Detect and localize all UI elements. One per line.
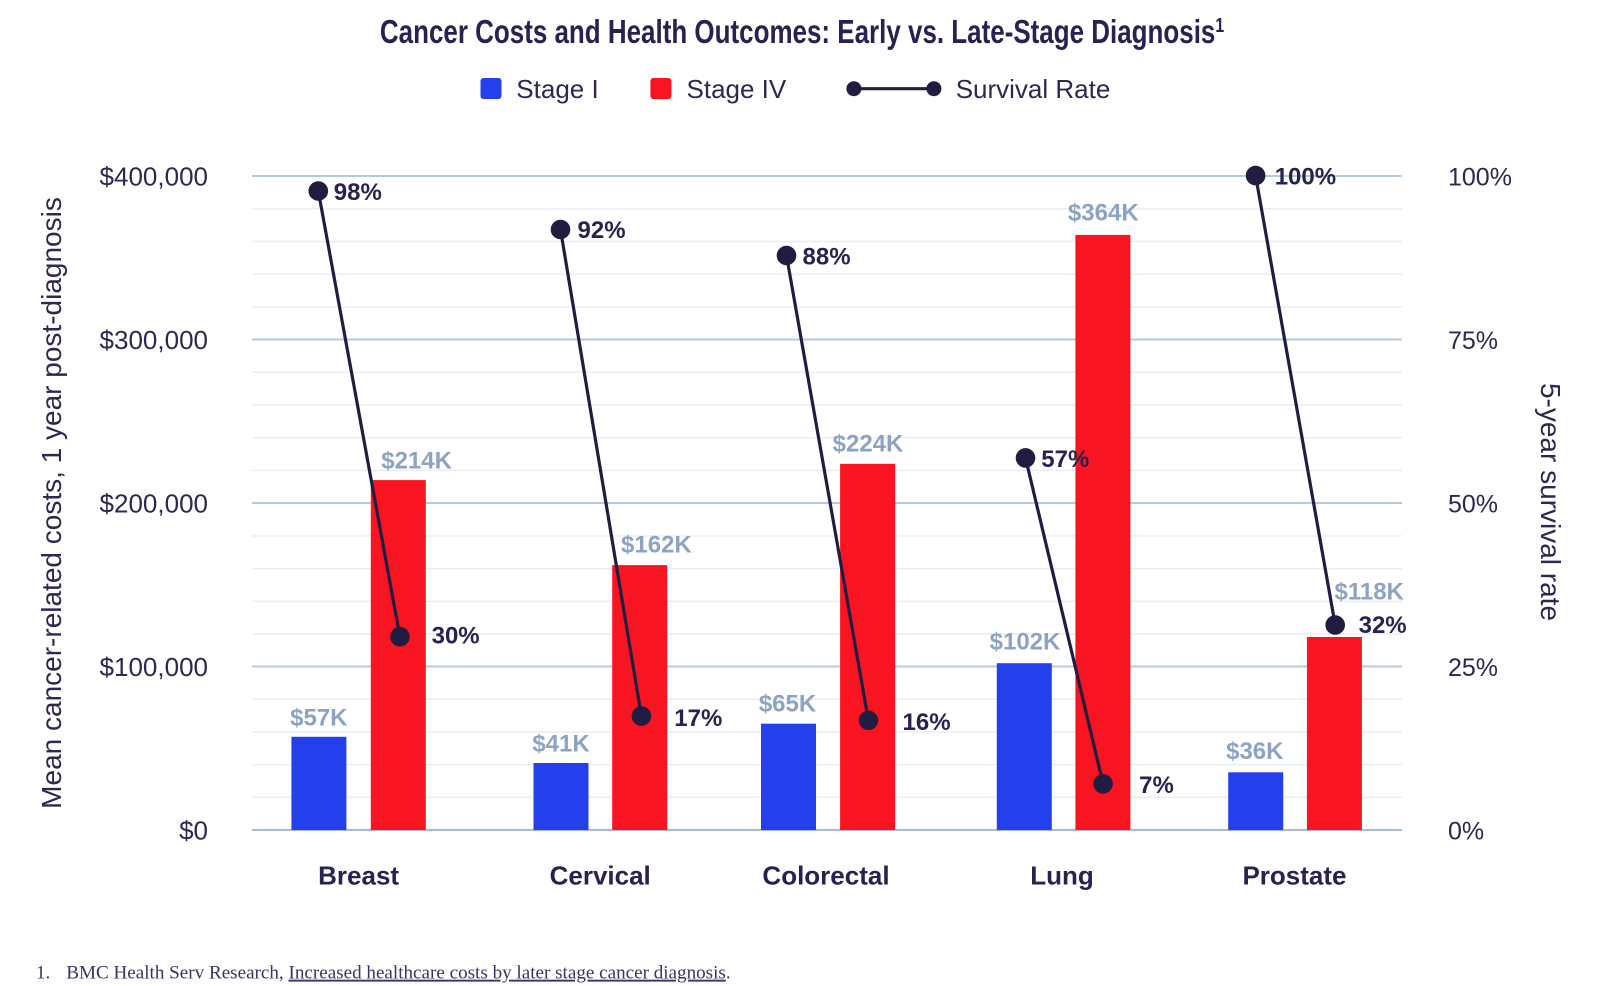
svg-text:$200,000: $200,000: [100, 489, 208, 519]
svg-text:Mean cancer-related costs, 1 y: Mean cancer-related costs, 1 year post-d…: [36, 197, 67, 809]
svg-text:$0: $0: [179, 816, 208, 846]
svg-text:100%: 100%: [1448, 164, 1512, 192]
svg-text:$102K: $102K: [990, 629, 1061, 656]
svg-text:$65K: $65K: [759, 690, 817, 717]
svg-text:Survival Rate: Survival Rate: [956, 74, 1111, 104]
svg-text:1.: 1.: [36, 963, 50, 984]
svg-text:7%: 7%: [1139, 772, 1174, 799]
svg-text:5-year survival rate: 5-year survival rate: [1535, 383, 1566, 621]
svg-text:$162K: $162K: [621, 531, 692, 558]
svg-text:57%: 57%: [1041, 446, 1089, 473]
svg-text:$57K: $57K: [290, 704, 348, 731]
svg-text:Cancer Costs and Health Outcom: Cancer Costs and Health Outcomes: Early …: [380, 14, 1224, 51]
svg-text:$224K: $224K: [833, 431, 904, 458]
svg-text:$36K: $36K: [1226, 738, 1284, 765]
svg-text:$364K: $364K: [1068, 200, 1139, 227]
svg-text:Colorectal: Colorectal: [762, 861, 889, 891]
svg-text:32%: 32%: [1359, 612, 1407, 639]
svg-text:25%: 25%: [1448, 654, 1498, 682]
svg-text:30%: 30%: [432, 623, 480, 650]
svg-text:Prostate: Prostate: [1242, 861, 1346, 891]
svg-text:$300,000: $300,000: [100, 325, 208, 355]
svg-text:$100,000: $100,000: [100, 652, 208, 682]
svg-text:50%: 50%: [1448, 491, 1498, 519]
svg-text:Stage IV: Stage IV: [687, 74, 787, 104]
svg-text:Lung: Lung: [1030, 861, 1094, 891]
svg-text:17%: 17%: [674, 705, 722, 732]
svg-text:0%: 0%: [1448, 818, 1484, 846]
svg-text:75%: 75%: [1448, 327, 1498, 355]
svg-text:Breast: Breast: [318, 861, 399, 891]
svg-text:$214K: $214K: [381, 448, 452, 475]
svg-text:16%: 16%: [903, 709, 951, 736]
svg-text:$400,000: $400,000: [100, 162, 208, 192]
svg-text:BMC Health Serv Research, Incr: BMC Health Serv Research, Increased heal…: [66, 963, 730, 984]
svg-text:98%: 98%: [334, 179, 382, 206]
svg-text:92%: 92%: [578, 217, 626, 244]
svg-text:$41K: $41K: [532, 731, 590, 758]
svg-text:Stage I: Stage I: [516, 74, 598, 104]
svg-text:$118K: $118K: [1334, 578, 1404, 605]
svg-text:88%: 88%: [803, 244, 851, 271]
svg-text:100%: 100%: [1275, 164, 1336, 191]
svg-text:Cervical: Cervical: [550, 861, 651, 891]
